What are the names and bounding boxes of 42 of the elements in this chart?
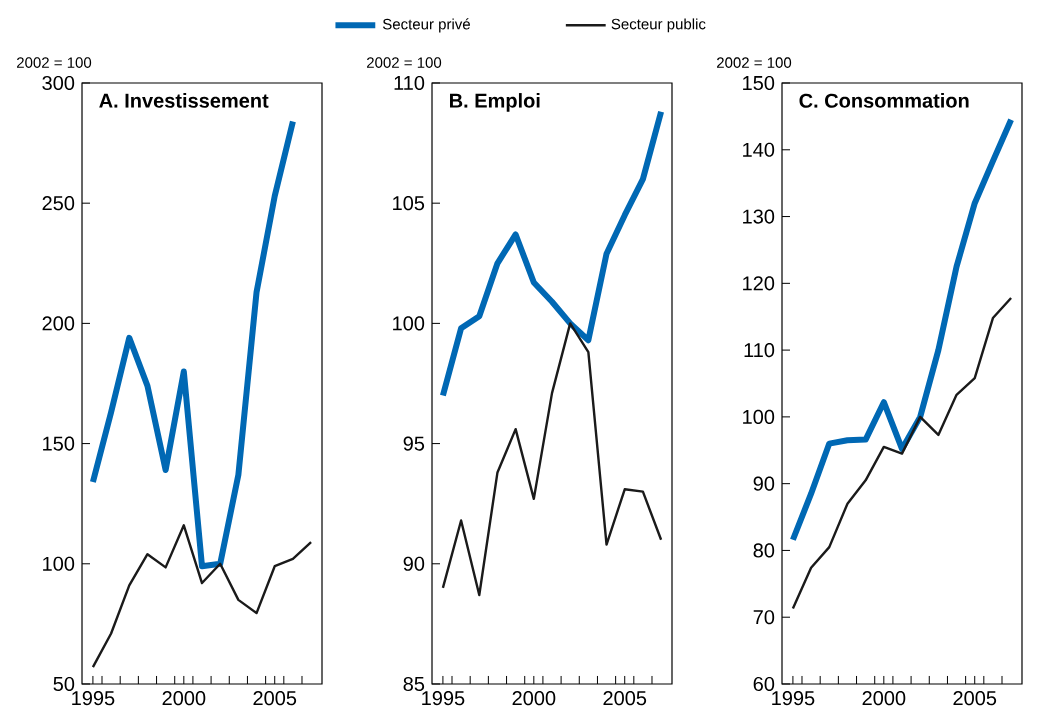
- y-tick-label: 95: [403, 436, 425, 451]
- y-tick-label: 100: [743, 409, 775, 424]
- x-tick-label: 1995: [72, 691, 115, 706]
- legend-label: Secteur public: [611, 18, 706, 33]
- x-tick-label: 2005: [603, 691, 647, 706]
- y-axis-title: 2002 = 100: [717, 57, 792, 68]
- y-tick-label: 200: [42, 316, 75, 331]
- x-tick-label: 2005: [953, 691, 997, 706]
- y-tick-label: 130: [743, 209, 775, 224]
- y-tick-label: 100: [393, 316, 425, 331]
- y-tick-label: 250: [42, 196, 75, 211]
- y-tick-label: 140: [743, 142, 775, 157]
- y-tick-label: 70: [753, 610, 775, 625]
- y-tick-label: 300: [42, 75, 75, 91]
- y-tick-label: 105: [393, 196, 425, 211]
- chart-title: A. Investissement: [99, 93, 269, 108]
- y-tick-label: 110: [744, 343, 775, 358]
- x-tick-label: 1995: [422, 691, 465, 706]
- x-tick-label: 2005: [253, 691, 297, 706]
- y-tick-label: 90: [403, 556, 425, 571]
- legend-label: Secteur privé: [382, 18, 470, 33]
- chart-title: B. Emploi: [450, 93, 540, 112]
- y-tick-label: 90: [753, 476, 775, 491]
- y-tick-label: 150: [743, 75, 775, 91]
- y-tick-label: 80: [753, 543, 775, 558]
- x-tick-label: 2000: [862, 691, 906, 706]
- y-tick-label: 60: [753, 676, 775, 692]
- line-series: [91, 524, 313, 669]
- y-tick-label: 85: [403, 676, 425, 692]
- line-series: [441, 322, 663, 597]
- line-series: [791, 296, 1013, 610]
- y-tick-label: 50: [53, 676, 75, 692]
- x-tick-label: 2000: [512, 691, 556, 706]
- y-tick-label: 100: [43, 556, 75, 571]
- x-tick-label: 1995: [772, 691, 815, 706]
- y-axis-title: 2002 = 100: [367, 57, 442, 68]
- chart-title: C. Consommation: [799, 93, 969, 108]
- y-tick-label: 150: [43, 436, 75, 451]
- y-tick-label: 120: [743, 276, 775, 291]
- y-tick-label: 110: [394, 75, 425, 91]
- x-tick-label: 2000: [162, 691, 206, 706]
- y-axis-title: 2002 = 100: [17, 57, 92, 68]
